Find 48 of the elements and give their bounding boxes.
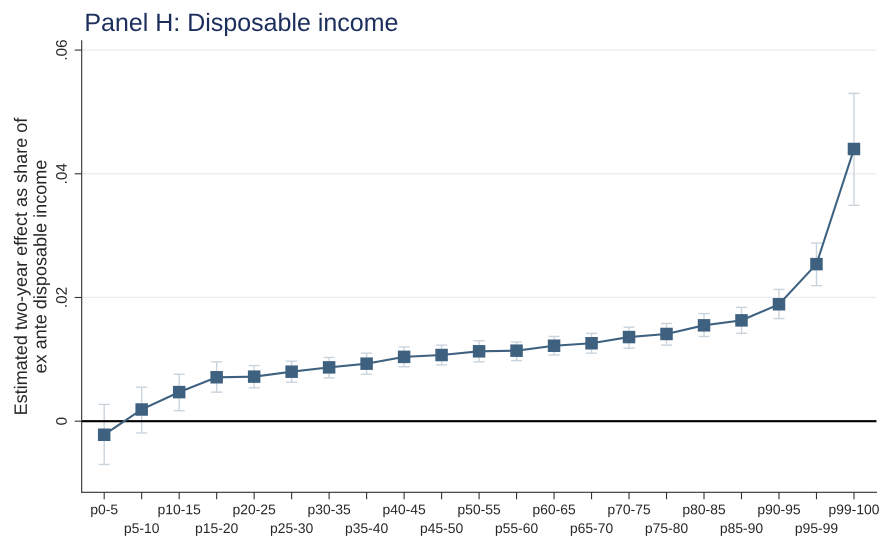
x-tick-label: p50-55 bbox=[458, 504, 500, 518]
x-tick-label: p5-10 bbox=[124, 523, 159, 536]
point bbox=[810, 258, 823, 270]
point bbox=[435, 348, 448, 362]
x-tick-label: p35-40 bbox=[346, 523, 388, 536]
point bbox=[360, 357, 373, 370]
point bbox=[585, 337, 598, 350]
x-tick-label: p90-95 bbox=[758, 504, 800, 518]
x-tick-label: p65-70 bbox=[570, 523, 613, 536]
point bbox=[698, 319, 710, 332]
point bbox=[735, 314, 748, 327]
x-tick-label: p45-50 bbox=[420, 523, 463, 536]
point bbox=[622, 330, 636, 344]
x-tick-label: p85-90 bbox=[720, 523, 763, 536]
x-tick-label: p0-5 bbox=[91, 504, 118, 518]
x-tick-label: p40-45 bbox=[383, 504, 426, 518]
point bbox=[472, 345, 486, 358]
point bbox=[322, 361, 336, 374]
x-tick-label: p30-35 bbox=[308, 504, 350, 518]
point bbox=[135, 403, 148, 416]
y-tick-label: 0 bbox=[56, 418, 67, 425]
x-tick-label: p10-15 bbox=[158, 504, 200, 518]
x-tick-label: p20-25 bbox=[233, 504, 276, 518]
point bbox=[848, 142, 860, 156]
point bbox=[172, 386, 186, 398]
y-tick-label: .04 bbox=[56, 164, 67, 184]
point bbox=[210, 371, 223, 384]
x-tick-label: p55-60 bbox=[496, 523, 538, 536]
x-tick-label: p25-30 bbox=[270, 523, 313, 536]
y-axis-title: Estimated two-year effect as share of ex ante disposable income bbox=[14, 118, 50, 414]
point bbox=[772, 298, 786, 311]
x-tick-label: p95-99 bbox=[796, 523, 838, 536]
point bbox=[510, 344, 523, 357]
point bbox=[660, 328, 673, 340]
point bbox=[98, 428, 110, 442]
x-tick-label: p15-20 bbox=[196, 523, 238, 536]
point bbox=[285, 365, 298, 378]
x-tick-label: p99-100 bbox=[829, 504, 879, 518]
x-tick-label: p80-85 bbox=[683, 504, 726, 518]
y-tick-label: .02 bbox=[56, 288, 67, 307]
point bbox=[248, 370, 260, 383]
point bbox=[398, 350, 410, 364]
x-tick-label: p70-75 bbox=[608, 504, 650, 518]
x-tick-label: p60-65 bbox=[533, 504, 576, 518]
y-tick-label: .06 bbox=[56, 40, 67, 60]
x-tick-label: p75-80 bbox=[646, 523, 688, 536]
point bbox=[548, 339, 560, 352]
chart-title: Panel H: Disposable income bbox=[86, 12, 398, 36]
